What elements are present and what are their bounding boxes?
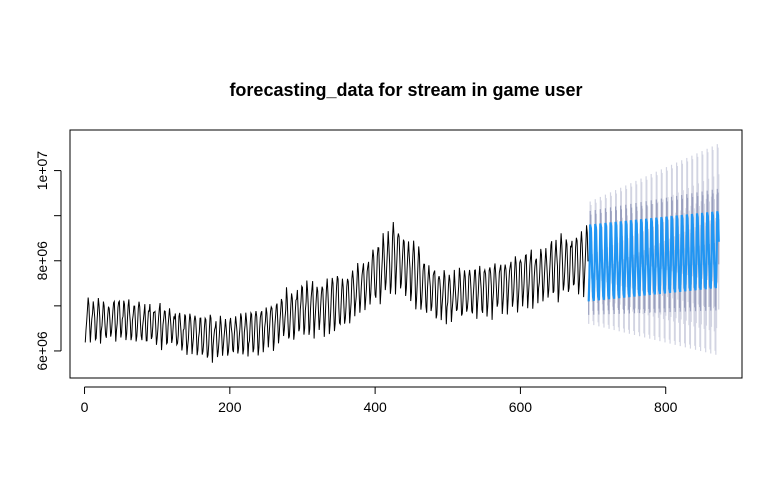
y-tick-label: 8e+06 [34,241,50,281]
chart-title: forecasting_data for stream in game user [229,80,583,100]
x-tick-label: 0 [81,399,89,415]
x-tick-label: 800 [654,399,678,415]
x-axis: 0 200 400 600 800 [81,386,678,415]
forecast-mean-series [587,211,720,302]
x-tick-label: 200 [218,399,242,415]
x-tick-label: 600 [509,399,533,415]
y-axis: 6e+06 8e+06 1e+07 [34,151,62,371]
y-tick-label: 6e+06 [34,331,50,371]
history-line [84,221,589,363]
forecast-mean-line [587,211,720,302]
history-series [84,221,589,363]
x-tick-label: 400 [363,399,387,415]
plot-frame [69,129,743,379]
y-tick-label: 1e+07 [34,151,50,191]
